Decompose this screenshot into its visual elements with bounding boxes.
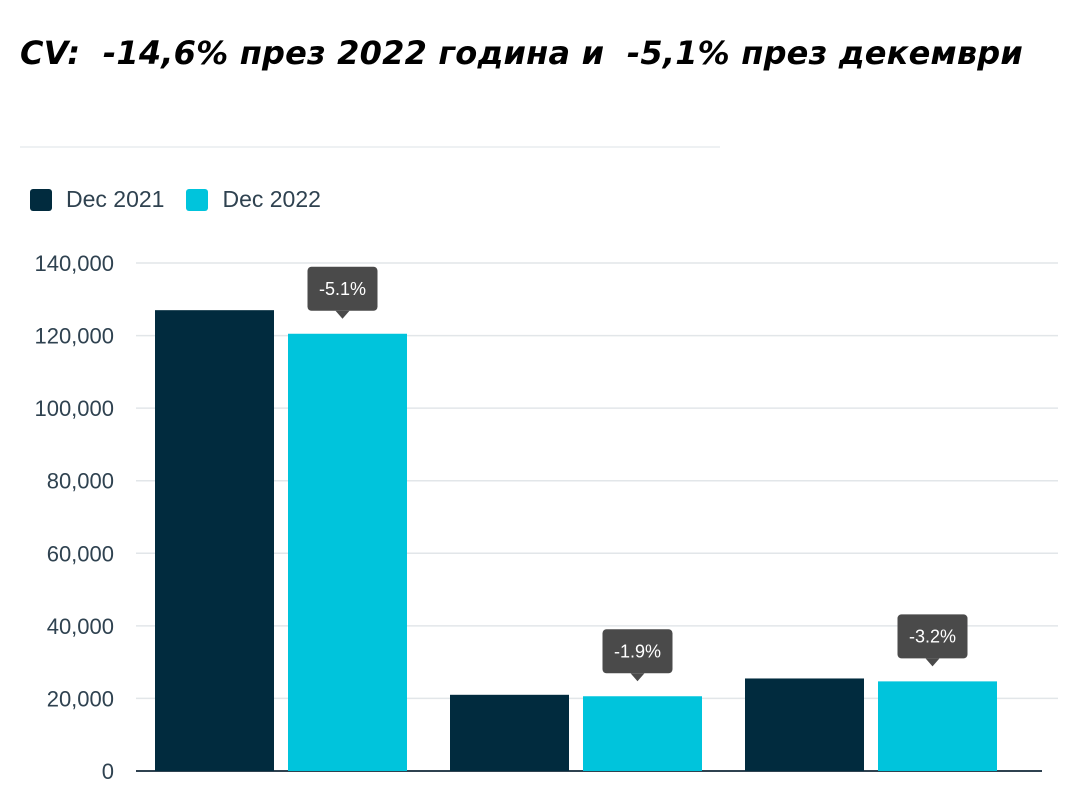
change-callout: -5.1% xyxy=(307,266,378,319)
callout-label: -1.9% xyxy=(614,641,661,661)
page-title: CV: -14,6% през 2022 година и -5,1% през… xyxy=(20,34,1024,72)
change-callout: -1.9% xyxy=(602,629,673,682)
callout-box xyxy=(307,266,378,311)
callout-pointer xyxy=(925,658,940,667)
callout-pointer xyxy=(335,310,350,319)
legend-swatch-dec-2021 xyxy=(30,188,52,211)
bar-dec-2021-1[interactable] xyxy=(450,694,569,771)
y-tick-label: 20,000 xyxy=(47,686,114,711)
y-tick-label: 120,000 xyxy=(34,324,114,349)
bar-dec-2022-0[interactable] xyxy=(288,333,407,771)
callout-pointer xyxy=(630,673,645,682)
y-tick-label: 40,000 xyxy=(47,614,114,639)
y-tick-label: 0 xyxy=(102,759,114,784)
y-tick-label: 140,000 xyxy=(34,251,114,276)
bar-dec-2022-1[interactable] xyxy=(583,696,702,771)
callout-label: -5.1% xyxy=(319,279,366,299)
y-tick-label: 60,000 xyxy=(47,541,114,566)
bar-dec-2021-2[interactable] xyxy=(745,678,864,771)
header-divider xyxy=(20,146,720,148)
y-tick-label: 100,000 xyxy=(34,396,114,421)
y-tick-label: 80,000 xyxy=(47,469,114,494)
callout-box xyxy=(897,614,968,659)
legend-item-dec-2022[interactable]: Dec 2022 xyxy=(186,186,321,213)
legend-item-dec-2021[interactable]: Dec 2021 xyxy=(30,186,164,213)
legend-label-dec-2022: Dec 2022 xyxy=(222,186,321,212)
bar-dec-2021-0[interactable] xyxy=(155,310,274,771)
legend-label-dec-2021: Dec 2021 xyxy=(66,186,165,212)
callout-label: -3.2% xyxy=(909,626,956,646)
chart-legend: Dec 2021 Dec 2022 xyxy=(30,186,321,213)
legend-swatch-dec-2022 xyxy=(186,188,209,211)
change-callout: -3.2% xyxy=(897,614,968,667)
callout-box xyxy=(602,629,673,674)
bar-dec-2022-2[interactable] xyxy=(878,681,997,771)
